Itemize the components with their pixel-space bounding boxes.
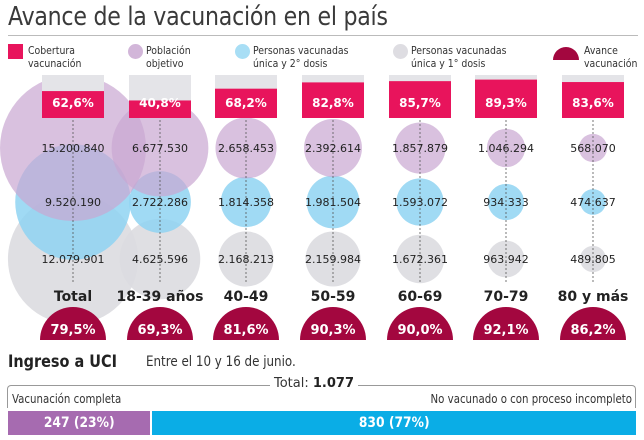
primera-label-40-49: 2.168.213 bbox=[218, 253, 274, 266]
avance-arc-18-39-a-os bbox=[127, 307, 193, 340]
category-label-50-59: 50-59 bbox=[311, 289, 356, 305]
legend-segunda-swatch bbox=[235, 44, 250, 59]
segunda-label-50-59: 1.981.504 bbox=[305, 196, 361, 209]
bubble-primera-18-39-a-os bbox=[119, 218, 201, 300]
legend-primera-swatch bbox=[393, 44, 408, 59]
category-label-40-49: 40-49 bbox=[224, 289, 269, 305]
coverage-label-70-79: 89,3% bbox=[485, 96, 527, 110]
legend-primera-label: Personas vacunadas única y 1° dosis bbox=[411, 44, 507, 70]
legend-poblacion-swatch bbox=[128, 44, 143, 59]
bubble-primera-80-y-m-s bbox=[579, 245, 607, 273]
page-title: Avance de la vacunación en el país bbox=[8, 2, 388, 32]
avance-label-70-79: 92,1% bbox=[483, 323, 528, 338]
poblacion-label-40-49: 2.658.453 bbox=[218, 142, 274, 155]
legend-avance-label: Avance vacunación bbox=[584, 44, 637, 70]
avance-label-80-y-m-s: 86,2% bbox=[570, 323, 615, 338]
segunda-label-70-79: 934.333 bbox=[483, 196, 529, 209]
uci-title: Ingreso a UCI bbox=[8, 352, 117, 372]
avance-arc-60-69 bbox=[387, 307, 453, 340]
poblacion-label-60-69: 1.857.879 bbox=[392, 142, 448, 155]
bubble-primera-60-69 bbox=[395, 234, 445, 284]
poblacion-label-50-59: 2.392.614 bbox=[305, 142, 361, 155]
legend-avance-swatch bbox=[553, 47, 579, 60]
legend-poblacion-label: Población objetivo bbox=[146, 44, 191, 70]
avance-label-40-49: 81,6% bbox=[223, 323, 268, 338]
legend-primera-line1: Personas vacunadas bbox=[411, 44, 507, 57]
segunda-label-total: 9.520.190 bbox=[45, 196, 101, 209]
coverage-label-80-y-m-s: 83,6% bbox=[572, 96, 614, 110]
avance-label-60-69: 90,0% bbox=[397, 323, 442, 338]
legend-cobertura-line2: vacunación bbox=[28, 57, 82, 70]
poblacion-label-70-79: 1.046.294 bbox=[478, 142, 534, 155]
avance-label-18-39-a-os: 69,3% bbox=[137, 323, 182, 338]
legend-avance-line2: vacunación bbox=[584, 57, 638, 70]
segunda-label-40-49: 1.814.358 bbox=[218, 196, 274, 209]
category-label-18-39-a-os: 18-39 años bbox=[116, 289, 203, 305]
legend-segunda-label: Personas vacunadas única y 2° dosis bbox=[253, 44, 349, 70]
category-label-70-79: 70-79 bbox=[484, 289, 529, 305]
poblacion-label-total: 15.200.840 bbox=[42, 142, 105, 155]
uci-bar-no-vacunados: 830 (77%) bbox=[152, 411, 636, 435]
uci-bar-vacunados-label: 247 (23%) bbox=[43, 415, 115, 431]
legend-poblacion-line2: objetivo bbox=[146, 57, 184, 70]
uci-subtitle: Entre el 10 y 16 de junio. bbox=[146, 354, 296, 370]
legend-segunda-line2: única y 2° dosis bbox=[253, 57, 328, 70]
coverage-label-total: 62,6% bbox=[52, 96, 94, 110]
coverage-bar-80-y-m-s bbox=[562, 82, 624, 118]
primera-label-80-y-m-s: 489.805 bbox=[570, 253, 616, 266]
legend-primera-line2: única y 1° dosis bbox=[411, 57, 486, 70]
segunda-label-80-y-m-s: 474.637 bbox=[570, 196, 616, 209]
primera-label-70-79: 963.942 bbox=[483, 253, 529, 266]
legend-cobertura-swatch bbox=[8, 44, 23, 59]
uci-bar-no-vacunados-label: 830 (77%) bbox=[358, 415, 430, 431]
uci-total-value: 1.077 bbox=[312, 376, 355, 391]
coverage-label-60-69: 85,7% bbox=[399, 96, 441, 110]
legend-segunda-line1: Personas vacunadas bbox=[253, 44, 349, 57]
uci-bar-vacunados: 247 (23%) bbox=[8, 411, 151, 435]
coverage-bar-70-79 bbox=[475, 79, 537, 118]
avance-arc-total bbox=[40, 307, 106, 340]
coverage-bar-18-39-a-os bbox=[129, 100, 191, 118]
avance-label-total: 79,5% bbox=[50, 323, 95, 338]
primera-label-total: 12.079.901 bbox=[42, 253, 105, 266]
uci-right-label: No vacunado o con proceso incompleto bbox=[430, 392, 632, 406]
category-label-80-y-m-s: 80 y más bbox=[558, 289, 629, 305]
legend-cobertura-line1: Cobertura bbox=[28, 44, 75, 57]
legend-cobertura-label: Cobertura vacunación bbox=[28, 44, 81, 70]
avance-label-50-59: 90,3% bbox=[310, 323, 355, 338]
poblacion-label-18-39-a-os: 6.677.530 bbox=[132, 142, 188, 155]
bubble-primera-40-49 bbox=[218, 231, 274, 287]
coverage-label-18-39-a-os: 40,8% bbox=[139, 96, 181, 110]
coverage-bar-60-69 bbox=[389, 81, 451, 118]
poblacion-label-80-y-m-s: 568.070 bbox=[570, 142, 616, 155]
bubble-primera-70-79 bbox=[487, 240, 525, 278]
uci-left-label: Vacunación completa bbox=[12, 392, 122, 406]
coverage-label-50-59: 82,8% bbox=[312, 96, 354, 110]
legend-avance-line1: Avance bbox=[584, 44, 618, 57]
uci-total: Total: 1.077 bbox=[270, 376, 359, 391]
avance-arc-80-y-m-s bbox=[560, 307, 626, 340]
coverage-bar-total bbox=[42, 91, 104, 118]
coverage-bar-40-49 bbox=[215, 88, 277, 118]
avance-arc-70-79 bbox=[473, 307, 539, 340]
uci-total-label: Total: bbox=[274, 376, 309, 391]
segunda-label-18-39-a-os: 2.722.286 bbox=[132, 196, 188, 209]
segunda-label-60-69: 1.593.072 bbox=[392, 196, 448, 209]
coverage-bar-50-59 bbox=[302, 82, 364, 118]
avance-arc-50-59 bbox=[300, 307, 366, 340]
primera-label-60-69: 1.672.361 bbox=[392, 253, 448, 266]
primera-label-18-39-a-os: 4.625.596 bbox=[132, 253, 188, 266]
title-divider bbox=[8, 35, 638, 36]
category-label-total: Total bbox=[54, 289, 92, 305]
bubble-primera-50-59 bbox=[305, 231, 361, 287]
legend-poblacion-line1: Población bbox=[146, 44, 191, 57]
vaccination-chart: 62,6% 15.200.840 9.520.190 12.079.901 Total 7… bbox=[0, 75, 629, 340]
category-label-60-69: 60-69 bbox=[398, 289, 443, 305]
primera-label-50-59: 2.159.984 bbox=[305, 253, 361, 266]
avance-arc-40-49 bbox=[213, 307, 279, 340]
coverage-label-40-49: 68,2% bbox=[225, 96, 267, 110]
